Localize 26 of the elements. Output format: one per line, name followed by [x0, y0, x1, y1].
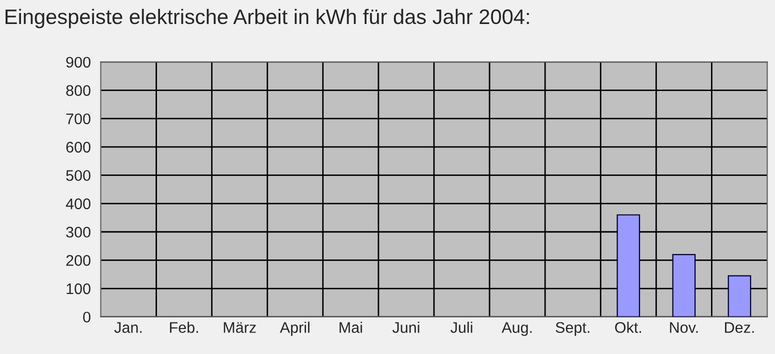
x-tick-label: Juli	[450, 322, 472, 333]
x-tick-label: Nov.	[670, 322, 698, 333]
bar	[672, 254, 696, 317]
y-tick-label: 900	[66, 56, 90, 68]
x-tick-label: Sept.	[556, 322, 590, 336]
x-tick-label: Feb.	[170, 322, 198, 333]
x-tick-label: März	[224, 322, 256, 333]
x-tick-label: Juni	[392, 322, 420, 333]
chart-title: Eingespeiste elektrische Arbeit in kWh für das Jahr 2004:	[6, 8, 529, 28]
bar	[616, 214, 640, 317]
y-tick-label: 400	[66, 198, 90, 210]
y-tick-label: 0	[83, 312, 90, 323]
y-tick-label: 500	[66, 170, 90, 181]
x-tick-label: April	[280, 322, 310, 336]
bar	[728, 275, 752, 317]
x-tick-label: Dez.	[725, 322, 754, 333]
y-tick-label: 200	[66, 255, 90, 266]
y-tick-label: 100	[66, 283, 90, 294]
y-tick-label: 700	[66, 113, 90, 124]
x-tick-label: Aug.	[502, 322, 532, 336]
y-tick-label: 800	[66, 85, 90, 96]
x-tick-label: Jan.	[114, 322, 142, 333]
y-tick-label: 300	[66, 226, 90, 238]
y-tick-label: 600	[66, 142, 90, 153]
x-tick-label: Okt.	[615, 322, 642, 333]
x-tick-label: Mai	[340, 322, 362, 333]
